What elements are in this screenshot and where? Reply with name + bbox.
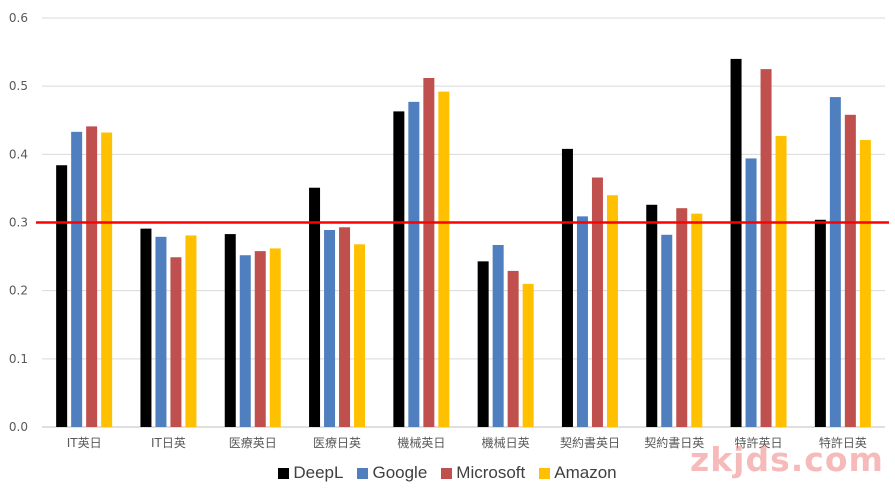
bar-amazon	[606, 195, 618, 427]
bar-amazon	[101, 132, 113, 427]
x-axis-categories: IT英日 IT日英 医療英日 医療日英 機械英日 機械日英 契約書英日 契約書日英 特許英日 特許…	[67, 435, 867, 450]
bar-microsoft	[86, 126, 98, 427]
bar-deepl	[140, 228, 152, 427]
legend-item-microsoft: Microsoft	[441, 463, 525, 483]
bar-microsoft	[760, 69, 772, 427]
legend-swatch	[278, 467, 290, 479]
x-category-label: 特許日英	[819, 435, 867, 450]
y-axis-ticks: 0.0 0.1 0.2 0.3 0.4 0.5 0.6	[9, 11, 28, 434]
bar-microsoft	[339, 227, 351, 427]
x-category-label: 医療英日	[229, 436, 277, 450]
legend-swatch	[357, 467, 369, 479]
bar-amazon	[859, 140, 871, 428]
bar-google	[745, 158, 757, 427]
bar-amazon	[354, 244, 366, 427]
x-category-label: IT英日	[67, 436, 102, 450]
bar-google	[71, 131, 83, 428]
bar-amazon	[775, 135, 787, 427]
y-tick-label: 0.4	[9, 147, 28, 161]
y-tick-label: 0.0	[9, 420, 28, 434]
bar-amazon	[185, 235, 197, 427]
legend-swatch	[441, 467, 453, 479]
bar-deepl	[730, 58, 742, 428]
bar-amazon	[438, 91, 450, 428]
legend-label: Google	[372, 463, 428, 482]
bar-deepl	[646, 204, 658, 427]
bar-google	[661, 234, 673, 427]
bar-microsoft	[844, 114, 856, 428]
bar-microsoft	[507, 270, 519, 427]
legend-item-google: Google	[357, 463, 427, 483]
bar-chart: 0.0 0.1 0.2 0.3 0.4 0.5 0.6 IT英日 IT日英 医療英日 医療日英 機械…	[9, 11, 889, 450]
bar-microsoft	[676, 208, 688, 427]
bar-microsoft	[591, 177, 603, 427]
bar-deepl	[477, 261, 489, 427]
y-tick-label: 0.5	[9, 79, 28, 93]
y-tick-label: 0.3	[9, 216, 28, 230]
bar-deepl	[224, 234, 236, 427]
legend-label: DeepL	[293, 463, 344, 482]
bar-deepl	[309, 187, 321, 427]
bar-amazon	[522, 283, 534, 427]
x-category-label: 契約書英日	[560, 435, 620, 450]
bar-google	[576, 216, 588, 427]
legend: DeepL Google Microsoft Amazon	[0, 463, 895, 483]
legend-label: Microsoft	[456, 463, 526, 482]
x-category-label: IT日英	[151, 436, 186, 450]
bar-microsoft	[423, 77, 435, 427]
x-category-label: 契約書日英	[644, 435, 704, 450]
bar-microsoft	[254, 251, 266, 427]
bar-amazon	[269, 248, 281, 427]
legend-swatch	[539, 467, 551, 479]
bars	[56, 58, 871, 428]
bar-deepl	[56, 165, 68, 428]
bar-deepl	[561, 148, 573, 427]
bar-google	[239, 255, 251, 427]
x-category-label: 特許英日	[735, 435, 783, 450]
watermark: zkjds.com	[690, 440, 884, 479]
bar-amazon	[691, 213, 703, 427]
bar-deepl	[814, 219, 826, 427]
y-tick-label: 0.1	[9, 352, 28, 366]
bar-deepl	[393, 111, 405, 427]
bar-google	[324, 229, 336, 427]
x-category-label: 機械英日	[397, 435, 445, 450]
y-tick-label: 0.2	[9, 284, 28, 298]
x-category-label: 医療日英	[313, 436, 361, 450]
bar-google	[408, 101, 420, 427]
legend-item-deepl: DeepL	[278, 463, 343, 483]
bar-google	[492, 244, 504, 427]
legend-item-amazon: Amazon	[539, 463, 617, 483]
x-category-label: 機械日英	[482, 435, 530, 450]
bar-google	[155, 236, 167, 427]
y-tick-label: 0.6	[9, 11, 28, 25]
bar-microsoft	[170, 257, 182, 427]
bar-google	[829, 97, 841, 427]
legend-label: Amazon	[554, 463, 617, 482]
